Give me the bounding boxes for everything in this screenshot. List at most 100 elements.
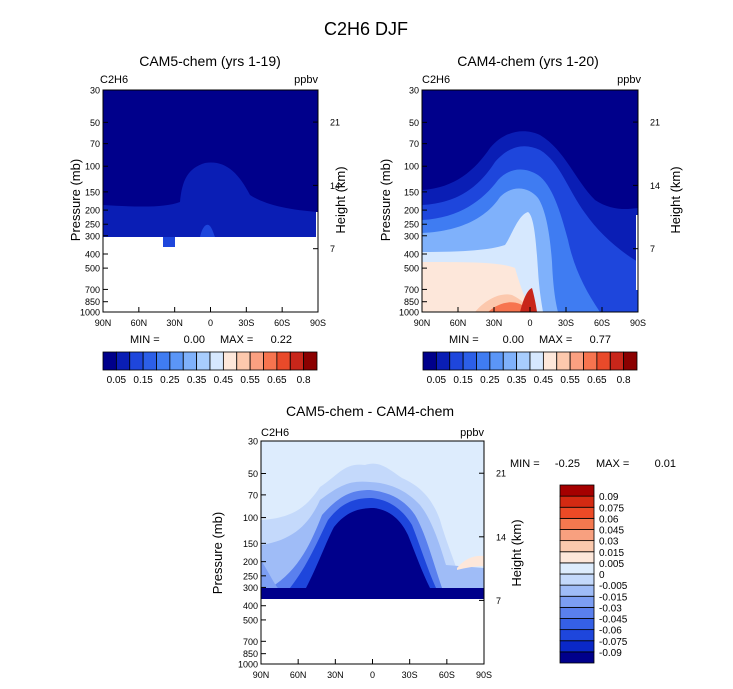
colorbar-swatch [449, 351, 464, 371]
colorbar-swatch [559, 584, 595, 597]
x-tick-label: 60S [439, 670, 455, 680]
colorbar-swatch [596, 351, 611, 371]
colorbar-swatch [559, 562, 595, 575]
y-tick-label: 400 [404, 249, 419, 259]
level-band [103, 162, 318, 237]
colorbar-label: -0.045 [599, 615, 628, 626]
colorbar-swatch [236, 351, 251, 371]
colorbar-label: 0.55 [560, 375, 580, 386]
y-tick-label: 1000 [238, 660, 258, 670]
min-value: -0.25 [555, 458, 580, 470]
axes: 305070100150200250300400500700850100090N… [238, 437, 506, 681]
y2-tick-label: 14 [330, 181, 340, 191]
colorbar-swatch [559, 551, 595, 564]
colorbar-swatch [209, 351, 224, 371]
colorbar-label: -0.005 [599, 581, 628, 592]
colorbar-label: 0.35 [507, 375, 527, 386]
y-tick-label: 30 [248, 437, 258, 447]
max-value: 0.01 [655, 458, 676, 470]
colorbar-label: 0.45 [214, 375, 234, 386]
colorbar-label: 0.05 [427, 375, 447, 386]
y-tick-label: 500 [85, 264, 100, 274]
colorbar-swatch [196, 351, 211, 371]
y-tick-label: 70 [409, 139, 419, 149]
units-label: ppbv [294, 74, 318, 86]
colorbar-swatch [289, 351, 305, 371]
colorbar-label: 0.65 [587, 375, 607, 386]
level-band [200, 224, 215, 237]
x-tick-label: 0 [527, 318, 532, 328]
y-axis-label: Pressure (mb) [210, 512, 225, 594]
level-band [261, 588, 484, 599]
y-tick-label: 300 [404, 231, 419, 241]
max-value: 0.77 [590, 334, 611, 346]
max-label: MAX = [220, 334, 253, 346]
colorbar-label: 0.075 [599, 503, 624, 514]
colorbar-swatch [542, 351, 558, 371]
colorbar-swatch [102, 351, 117, 371]
colorbar-swatch [559, 618, 595, 631]
colorbar-swatch [276, 351, 291, 371]
y-tick-label: 1000 [399, 308, 419, 318]
min-value: 0.00 [503, 334, 524, 346]
y-tick-label: 30 [409, 86, 419, 96]
x-tick-label: 90N [95, 318, 112, 328]
colorbar: -0.09-0.075-0.06-0.045-0.03-0.015-0.0050… [559, 484, 628, 664]
figure-title: C2H6 DJF [324, 19, 408, 39]
y-tick-label: 500 [404, 264, 419, 274]
y-tick-label: 500 [243, 615, 258, 625]
colorbar-label: 0.005 [599, 559, 624, 570]
colorbar-swatch [249, 351, 264, 371]
colorbar-label: -0.015 [599, 592, 628, 603]
colorbar-swatch [559, 484, 595, 497]
y-tick-label: 1000 [80, 308, 100, 318]
species-label: C2H6 [100, 74, 128, 86]
y-tick-label: 250 [404, 220, 419, 230]
panel-title: CAM5-chem - CAM4-chem [286, 403, 454, 419]
colorbar-swatch [559, 629, 595, 642]
y-tick-label: 200 [404, 206, 419, 216]
x-tick-label: 0 [208, 318, 213, 328]
colorbar-swatch [263, 351, 278, 371]
units-label: ppbv [617, 74, 641, 86]
min-value: 0.00 [184, 334, 205, 346]
colorbar-label: 0.06 [599, 514, 619, 525]
x-tick-label: 30N [166, 318, 183, 328]
colorbar-swatch [222, 351, 238, 371]
x-tick-label: 30S [558, 318, 574, 328]
y-tick-label: 850 [243, 649, 258, 659]
colorbar-swatch [516, 351, 531, 371]
colorbar-swatch [529, 351, 544, 371]
colorbar-swatch [559, 517, 595, 530]
colorbar-label: 0.65 [267, 375, 287, 386]
contour-field [261, 441, 484, 664]
colorbar-swatch [489, 351, 504, 371]
y-tick-label: 250 [85, 220, 100, 230]
colorbar-swatch [559, 506, 595, 519]
y2-tick-label: 14 [496, 532, 506, 542]
y2-axis-label: Height (km) [668, 166, 683, 233]
colorbar-label: 0.05 [107, 375, 127, 386]
x-tick-label: 60N [290, 670, 307, 680]
min-label: MIN = [510, 458, 540, 470]
colorbar-label: -0.03 [599, 603, 622, 614]
colorbar-swatch [435, 351, 451, 371]
y-tick-label: 100 [404, 162, 419, 172]
y-tick-label: 700 [404, 285, 419, 295]
colorbar-swatch [559, 595, 595, 608]
colorbar-swatch [462, 351, 477, 371]
colorbar-swatch [182, 351, 198, 371]
species-label: C2H6 [422, 74, 450, 86]
colorbar-label: 0.15 [133, 375, 153, 386]
colorbar-swatch [559, 540, 595, 553]
y-tick-label: 30 [90, 86, 100, 96]
colorbar-label: 0.45 [534, 375, 554, 386]
colorbar-swatch [142, 351, 157, 371]
colorbar-label: 0.045 [599, 526, 624, 537]
panel-title: CAM4-chem (yrs 1-20) [457, 53, 599, 69]
y2-axis-label: Height (km) [509, 519, 524, 586]
panel-difference: CAM5-chem - CAM4-chem C2H6 ppbv Pressure… [210, 403, 676, 680]
level-band [457, 555, 484, 570]
y-tick-label: 250 [243, 571, 258, 581]
